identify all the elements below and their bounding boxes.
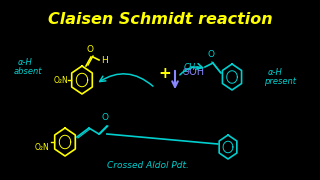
Text: absent: absent	[14, 66, 43, 75]
Text: CH₃: CH₃	[183, 62, 199, 71]
Text: α-H: α-H	[268, 68, 283, 76]
Text: O₂N: O₂N	[54, 75, 69, 84]
Text: Crossed Aldol Pdt.: Crossed Aldol Pdt.	[107, 161, 189, 170]
Text: α-H: α-H	[18, 57, 33, 66]
Text: H: H	[101, 55, 108, 64]
Text: O₂N: O₂N	[35, 143, 50, 152]
Text: ⊖OH: ⊖OH	[181, 67, 204, 77]
Text: O: O	[101, 113, 108, 122]
Text: present: present	[264, 76, 296, 86]
Text: O: O	[207, 50, 214, 59]
Text: +: +	[159, 66, 172, 80]
Text: O: O	[86, 45, 93, 54]
Text: Claisen Schmidt reaction: Claisen Schmidt reaction	[48, 12, 272, 27]
